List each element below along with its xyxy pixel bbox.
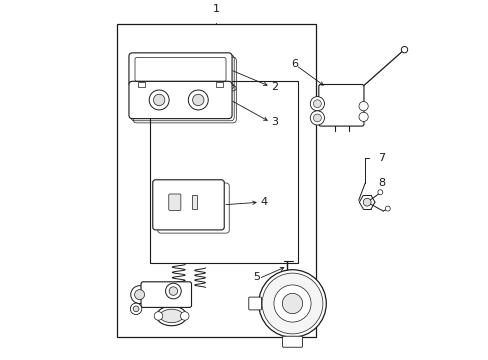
Circle shape	[180, 312, 189, 320]
Circle shape	[310, 111, 324, 125]
Circle shape	[134, 290, 144, 300]
Circle shape	[310, 96, 324, 111]
Circle shape	[169, 287, 177, 295]
Ellipse shape	[156, 306, 186, 326]
FancyBboxPatch shape	[141, 282, 191, 307]
Circle shape	[385, 206, 389, 211]
Circle shape	[154, 312, 163, 320]
Bar	[138, 82, 144, 87]
Circle shape	[273, 285, 310, 322]
Circle shape	[188, 90, 208, 110]
Ellipse shape	[160, 309, 183, 323]
Bar	[191, 195, 196, 209]
Text: 6: 6	[290, 59, 297, 68]
Circle shape	[262, 273, 322, 334]
Text: 1: 1	[212, 4, 219, 14]
Circle shape	[363, 198, 370, 206]
Circle shape	[358, 102, 367, 111]
Circle shape	[192, 94, 203, 105]
Circle shape	[149, 90, 169, 110]
FancyBboxPatch shape	[152, 180, 224, 230]
Circle shape	[282, 293, 302, 314]
Circle shape	[358, 112, 367, 121]
FancyBboxPatch shape	[318, 85, 363, 126]
Text: 7: 7	[377, 153, 384, 163]
Circle shape	[133, 306, 139, 312]
FancyBboxPatch shape	[168, 194, 181, 210]
Circle shape	[130, 303, 142, 315]
Circle shape	[401, 46, 407, 53]
Text: 8: 8	[377, 177, 384, 188]
Text: 4: 4	[260, 197, 267, 207]
Circle shape	[313, 114, 321, 122]
Text: 5: 5	[253, 272, 260, 282]
Text: 2: 2	[271, 82, 278, 92]
Circle shape	[130, 286, 148, 303]
Circle shape	[377, 190, 382, 195]
Bar	[216, 82, 223, 87]
FancyBboxPatch shape	[129, 81, 232, 119]
Circle shape	[153, 94, 164, 105]
Circle shape	[313, 100, 321, 108]
Bar	[116, 24, 315, 337]
Circle shape	[165, 283, 181, 299]
FancyBboxPatch shape	[129, 53, 232, 87]
FancyBboxPatch shape	[248, 297, 261, 310]
Bar	[150, 81, 297, 262]
Text: 3: 3	[271, 117, 278, 127]
Circle shape	[258, 270, 325, 337]
FancyBboxPatch shape	[282, 336, 302, 347]
